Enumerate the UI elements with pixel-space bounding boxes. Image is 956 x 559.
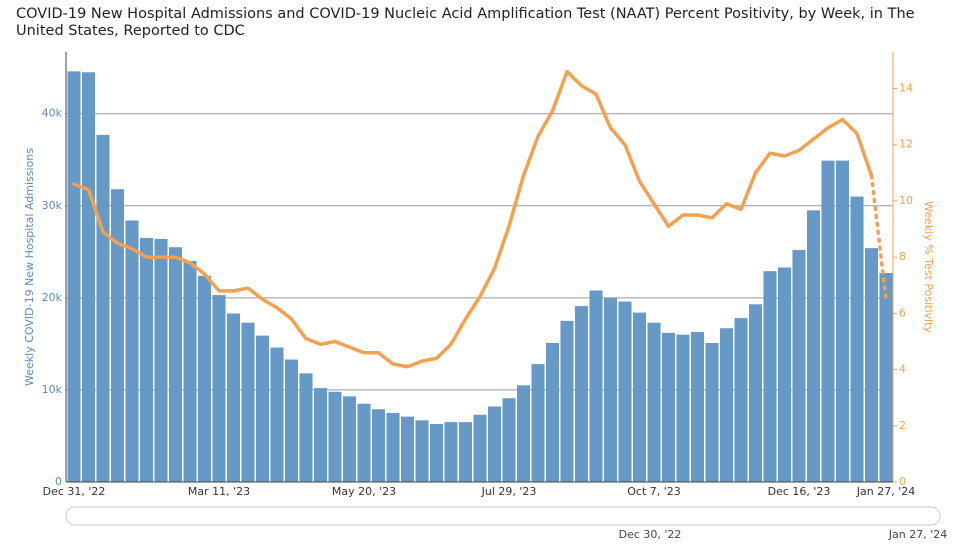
bar	[458, 422, 473, 482]
y2-tick-label: 6	[899, 306, 906, 319]
bar	[415, 420, 429, 482]
bar	[313, 388, 328, 482]
bar	[676, 334, 690, 482]
y2-axis-title: Weekly % Test Positivity	[922, 201, 935, 333]
bar	[487, 406, 502, 482]
bar	[96, 134, 110, 482]
x-tick-label: Mar 11, '23	[188, 485, 250, 498]
bar	[371, 409, 386, 482]
bar	[705, 342, 719, 482]
bar	[473, 414, 487, 482]
bar	[661, 332, 676, 482]
bar	[748, 304, 763, 482]
bar	[777, 267, 792, 482]
line-projection	[869, 173, 888, 302]
bar	[792, 249, 806, 482]
y-tick-label: 20k	[42, 291, 63, 304]
bar	[183, 261, 197, 482]
bar	[806, 210, 821, 482]
bar	[632, 312, 647, 482]
bar	[299, 373, 313, 482]
x-tick-label: Oct 7, '23	[627, 485, 681, 498]
range-label: Dec 30, '22	[619, 528, 682, 541]
bar	[835, 160, 850, 482]
bar	[125, 220, 139, 482]
bar	[386, 412, 400, 482]
x-tick-label: May 20, '23	[332, 485, 396, 498]
y-tick-label: 10k	[42, 383, 63, 396]
y2-tick-label: 12	[899, 138, 913, 151]
y2-tick-label: 10	[899, 194, 913, 207]
bar	[719, 328, 734, 482]
bar	[197, 275, 212, 482]
bar	[618, 301, 632, 482]
x-tick-label: Jan 27, '24	[856, 485, 915, 498]
bar	[574, 306, 589, 482]
chart-title: COVID-19 New Hospital Admissions and COV…	[16, 6, 915, 39]
bar	[850, 196, 864, 482]
bar	[444, 422, 458, 482]
bar	[531, 364, 545, 482]
range-slider[interactable]	[65, 506, 941, 526]
bar	[226, 313, 241, 482]
range-label: Jan 27, '24	[888, 528, 947, 541]
bar	[879, 272, 893, 482]
bar	[690, 331, 705, 482]
y2-tick-label: 14	[899, 82, 913, 95]
y2-tick-label: 4	[899, 363, 906, 376]
bar	[255, 335, 270, 482]
bar	[67, 71, 81, 483]
bar	[545, 342, 560, 482]
bar	[241, 322, 255, 482]
bar	[589, 290, 603, 482]
bar	[647, 322, 661, 482]
bar	[821, 160, 835, 482]
bar	[81, 72, 96, 482]
y2-tick-label: 2	[899, 419, 906, 432]
bar	[763, 271, 777, 482]
y-tick-label: 30k	[42, 199, 63, 212]
x-tick-label: Dec 16, '23	[768, 485, 831, 498]
bar	[400, 416, 415, 482]
y-axis-title: Weekly COVID-19 New Hospital Admissions	[23, 148, 36, 386]
bar	[429, 423, 444, 482]
bar	[734, 318, 748, 482]
y2-tick-label: 0	[899, 475, 906, 488]
bar	[284, 359, 299, 482]
bar	[168, 247, 183, 482]
bar	[357, 403, 371, 482]
y-tick-label: 40k	[42, 107, 63, 120]
bar	[502, 398, 516, 482]
bar	[270, 347, 284, 482]
y-tick-label: 0	[55, 475, 62, 488]
line	[72, 69, 874, 369]
x-tick-label: Dec 31, '22	[43, 485, 106, 498]
bar	[342, 396, 357, 482]
bar	[212, 295, 226, 482]
bar	[560, 320, 574, 482]
bar	[516, 385, 531, 482]
bar	[864, 248, 879, 482]
bar	[603, 297, 618, 482]
bar	[139, 237, 154, 482]
bar	[154, 238, 168, 482]
bar	[328, 391, 342, 482]
y2-tick-label: 8	[899, 250, 906, 263]
bar	[110, 189, 125, 482]
x-tick-label: Jul 29, '23	[481, 485, 537, 498]
